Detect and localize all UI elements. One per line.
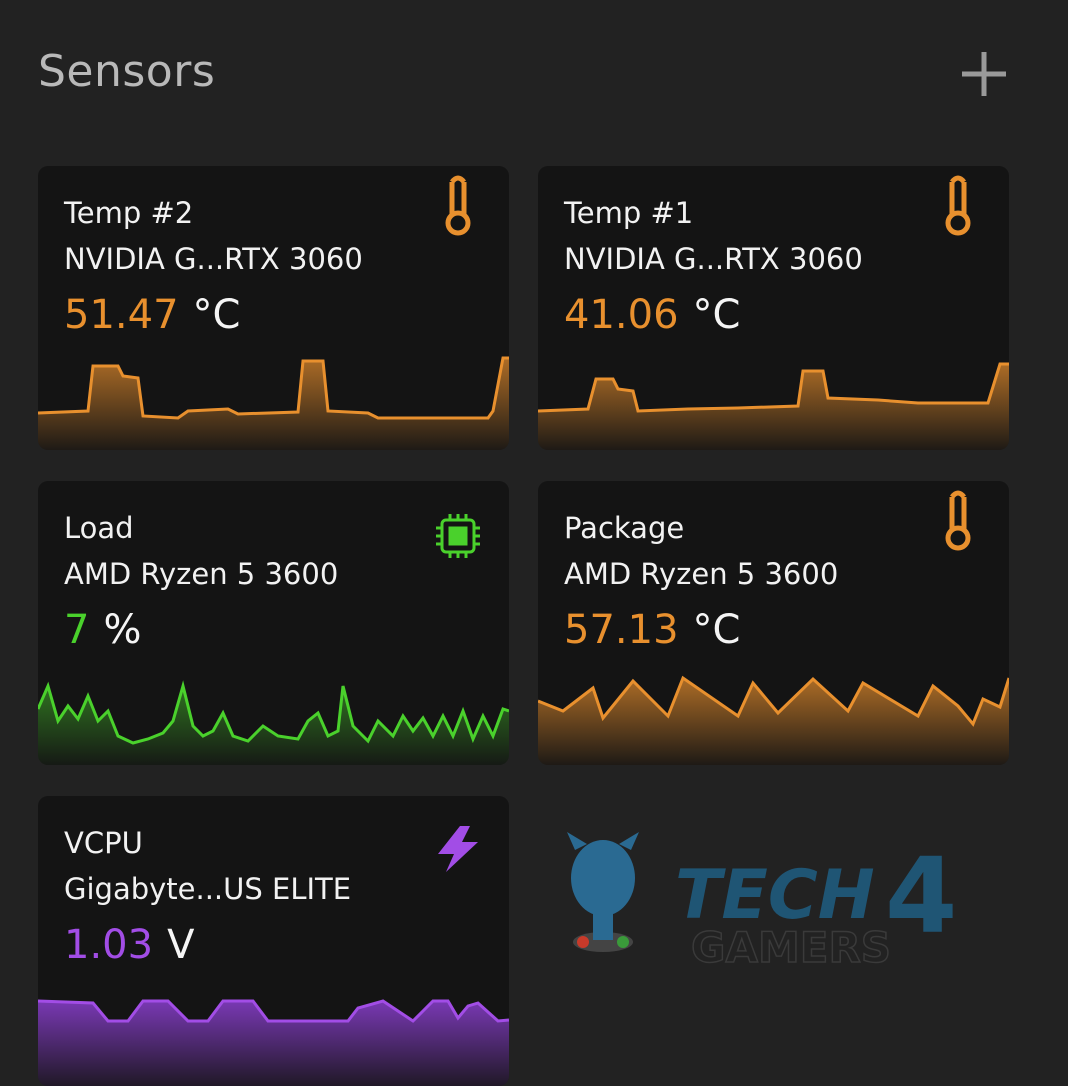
thermometer-icon — [945, 175, 971, 236]
reading: 51.47 °C — [64, 292, 240, 338]
sparkline — [38, 826, 509, 1086]
cpu-icon — [436, 514, 480, 558]
device-name: AMD Ryzen 5 3600 — [564, 557, 839, 591]
panel-title: Sensors — [38, 46, 216, 97]
sparkline — [538, 490, 1009, 765]
value: 57.13 — [564, 607, 679, 653]
thermometer-icon — [445, 175, 471, 236]
reading: 7% — [64, 607, 141, 653]
value: 51.47 — [64, 292, 179, 338]
unit: °C — [192, 292, 241, 338]
sensor-label: VCPU — [64, 826, 143, 860]
sensor-label: Temp #1 — [564, 196, 694, 230]
sensor-card[interactable]: VCPU Gigabyte...US ELITE 1.03 V — [38, 796, 509, 1086]
thermometer-icon — [945, 490, 971, 551]
device-name: AMD Ryzen 5 3600 — [64, 557, 339, 591]
device-name: NVIDIA G...RTX 3060 — [564, 242, 863, 276]
reading: 1.03 V — [64, 922, 194, 968]
watermark-sub: GAMERS — [691, 923, 891, 970]
device-name: Gigabyte...US ELITE — [64, 872, 352, 906]
value: 1.03 — [64, 922, 154, 968]
reading: 57.13 °C — [564, 607, 740, 653]
unit: V — [167, 922, 195, 968]
sparkline — [38, 514, 509, 765]
sensor-card[interactable]: Load AMD Ryzen 5 3600 7% — [38, 481, 509, 765]
sensor-label: Temp #2 — [64, 196, 194, 230]
value: 7 — [64, 607, 90, 653]
sparkline — [538, 175, 1009, 450]
sensor-card[interactable]: Temp #2 NVIDIA G...RTX 3060 51.47 °C — [38, 166, 509, 450]
watermark-digit: 4 — [885, 835, 957, 957]
watermark: TECH 4 GAMERS — [567, 832, 957, 970]
sparkline — [38, 175, 509, 450]
bolt-icon — [438, 826, 478, 872]
unit: % — [103, 607, 142, 653]
sensor-card[interactable]: Temp #1 NVIDIA G...RTX 3060 41.06 °C — [538, 166, 1009, 450]
value: 41.06 — [564, 292, 679, 338]
device-name: NVIDIA G...RTX 3060 — [64, 242, 363, 276]
unit: °C — [692, 292, 741, 338]
watermark-brand: TECH — [675, 856, 875, 935]
sensor-label: Package — [564, 511, 685, 545]
sensor-label: Load — [64, 511, 134, 545]
unit: °C — [692, 607, 741, 653]
reading: 41.06 °C — [564, 292, 740, 338]
mascot — [567, 832, 639, 952]
sensor-card[interactable]: Package AMD Ryzen 5 3600 57.13 °C — [538, 481, 1009, 765]
add-button[interactable] — [958, 48, 1010, 100]
